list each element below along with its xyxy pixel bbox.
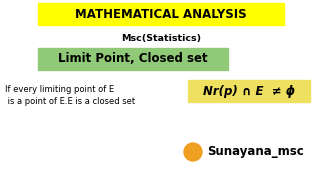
FancyBboxPatch shape xyxy=(188,80,310,102)
Text: MATHEMATICAL ANALYSIS: MATHEMATICAL ANALYSIS xyxy=(75,8,247,21)
Text: Nr(p) ∩ E  ≠ ϕ: Nr(p) ∩ E ≠ ϕ xyxy=(203,84,295,98)
Text: Msc(Statistics): Msc(Statistics) xyxy=(121,35,201,44)
FancyBboxPatch shape xyxy=(38,3,284,25)
Circle shape xyxy=(184,143,202,161)
Text: is a point of E.E is a closed set: is a point of E.E is a closed set xyxy=(5,96,135,105)
Text: Limit Point, Closed set: Limit Point, Closed set xyxy=(58,53,208,66)
Text: Sunayana_msc: Sunayana_msc xyxy=(207,145,304,159)
Text: If every limiting point of E: If every limiting point of E xyxy=(5,86,114,94)
FancyBboxPatch shape xyxy=(38,48,228,70)
